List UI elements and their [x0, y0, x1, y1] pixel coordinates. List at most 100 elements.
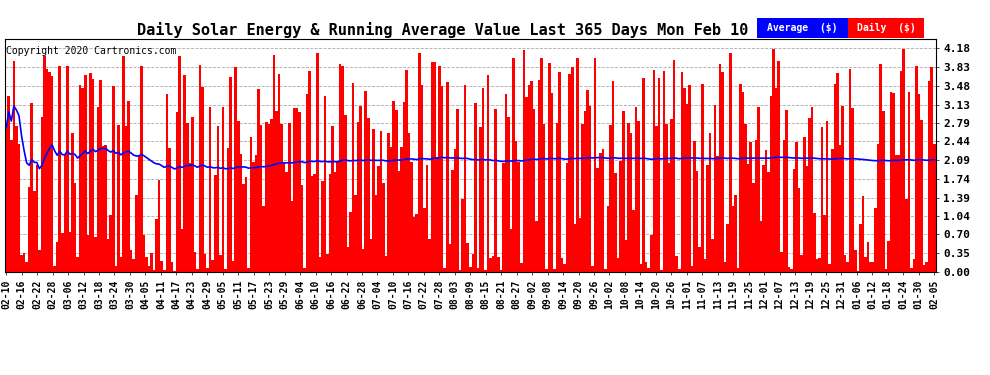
Bar	[727, 224, 729, 272]
Bar	[453, 149, 456, 272]
Bar	[859, 224, 861, 272]
Bar	[372, 129, 374, 272]
Bar	[795, 142, 798, 272]
Bar	[5, 128, 8, 272]
Bar	[635, 107, 638, 272]
Bar	[66, 66, 68, 272]
Bar	[249, 136, 252, 272]
Bar	[464, 85, 466, 272]
Bar	[275, 111, 278, 272]
Bar	[13, 61, 15, 272]
Bar	[550, 93, 553, 272]
Bar	[110, 215, 112, 272]
Bar	[224, 269, 227, 272]
Bar	[668, 163, 670, 272]
Bar	[10, 140, 13, 272]
Bar	[46, 69, 49, 272]
Bar	[785, 110, 788, 272]
Bar	[915, 66, 918, 272]
Bar	[719, 64, 722, 272]
Bar	[128, 100, 130, 272]
Bar	[757, 107, 759, 272]
Bar	[620, 161, 622, 272]
Bar	[183, 75, 186, 272]
Bar	[81, 88, 84, 272]
Bar	[178, 56, 181, 272]
Bar	[8, 96, 10, 272]
Bar	[652, 70, 655, 272]
Bar	[630, 133, 633, 272]
Bar	[500, 270, 502, 272]
Bar	[405, 70, 408, 272]
Bar	[232, 261, 235, 272]
Bar	[918, 94, 921, 272]
Bar	[931, 67, 933, 272]
Bar	[502, 164, 505, 272]
Bar	[395, 110, 398, 272]
Bar	[563, 264, 566, 272]
Bar	[609, 125, 612, 272]
Bar	[265, 123, 267, 272]
Bar	[316, 53, 319, 272]
FancyBboxPatch shape	[848, 18, 925, 38]
Bar	[306, 94, 308, 272]
Bar	[400, 147, 403, 272]
Bar	[879, 64, 882, 272]
Bar	[444, 268, 446, 272]
Bar	[392, 101, 395, 272]
Bar	[148, 266, 150, 272]
Bar	[709, 133, 711, 272]
Bar	[311, 176, 314, 272]
Text: Daily  ($): Daily ($)	[857, 23, 916, 33]
Bar	[548, 63, 550, 272]
Bar	[219, 255, 222, 272]
Bar	[334, 172, 337, 272]
Bar	[780, 252, 782, 272]
Bar	[482, 88, 484, 272]
Bar	[599, 153, 602, 272]
Bar	[413, 217, 416, 272]
Text: Copyright 2020 Cartronics.com: Copyright 2020 Cartronics.com	[6, 46, 176, 56]
Bar	[497, 256, 500, 272]
Bar	[772, 49, 775, 272]
Bar	[683, 88, 686, 272]
Bar	[436, 157, 439, 272]
Bar	[354, 195, 356, 272]
Bar	[36, 165, 38, 272]
Bar	[742, 92, 744, 272]
Bar	[387, 133, 390, 272]
Bar	[897, 155, 900, 272]
Bar	[722, 72, 724, 272]
Bar	[212, 260, 214, 272]
Bar	[429, 238, 431, 272]
Bar	[489, 258, 492, 272]
Bar	[97, 106, 99, 272]
Bar	[53, 267, 56, 272]
Bar	[369, 240, 372, 272]
Bar	[555, 123, 558, 272]
Bar	[824, 215, 826, 272]
Bar	[714, 105, 717, 272]
Bar	[252, 162, 254, 272]
Bar	[908, 92, 910, 272]
Bar	[928, 81, 931, 272]
Bar	[94, 237, 97, 272]
Bar	[431, 62, 434, 272]
Bar	[448, 244, 451, 272]
Bar	[933, 144, 936, 272]
Bar	[474, 104, 476, 272]
Bar	[222, 107, 224, 272]
Bar	[163, 270, 165, 272]
Bar	[15, 126, 18, 272]
Bar	[364, 91, 367, 272]
Bar	[382, 183, 385, 272]
Bar	[272, 55, 275, 272]
Bar	[362, 249, 364, 272]
Bar	[260, 125, 262, 272]
Bar	[528, 85, 531, 272]
Bar	[104, 145, 107, 272]
Bar	[140, 66, 143, 272]
Bar	[290, 201, 293, 272]
Bar	[135, 195, 138, 272]
Bar	[380, 131, 382, 272]
